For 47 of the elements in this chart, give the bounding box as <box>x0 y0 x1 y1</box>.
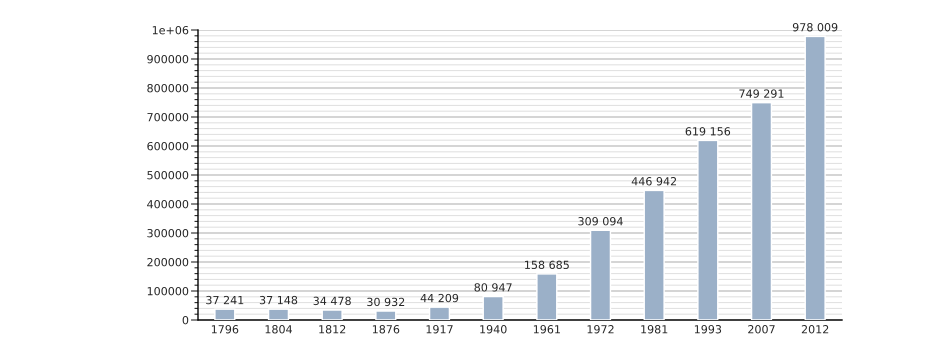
data-label: 80 947 <box>474 283 512 292</box>
y-tick-label: 400000 <box>147 200 188 208</box>
bar <box>644 190 665 320</box>
x-tick-label: 2007 <box>748 325 775 334</box>
x-tick-label: 1940 <box>480 325 507 334</box>
data-label: 158 685 <box>525 260 569 270</box>
x-tick-label: 1917 <box>426 325 453 334</box>
data-label: 749 291 <box>739 89 784 98</box>
x-tick-label: 1961 <box>534 325 560 334</box>
bar <box>697 140 718 320</box>
y-tick-label: 800000 <box>147 84 188 92</box>
data-label: 37 241 <box>206 296 244 304</box>
bar <box>804 36 826 320</box>
x-tick-label: 2012 <box>802 325 828 334</box>
data-label: 37 148 <box>260 296 298 304</box>
data-label: 30 932 <box>367 298 404 306</box>
data-label: 309 094 <box>578 217 623 226</box>
x-tick-label: 1972 <box>588 325 614 334</box>
y-tick-label: 500000 <box>147 170 188 180</box>
x-tick-label: 1804 <box>266 325 292 334</box>
data-label: 44 209 <box>420 294 458 302</box>
bar <box>750 102 772 320</box>
data-label: 34 478 <box>314 296 351 306</box>
data-label: 446 942 <box>632 177 676 186</box>
y-tick-label: 600000 <box>147 142 188 150</box>
bar <box>268 308 290 320</box>
y-tick-label: 300000 <box>147 228 188 238</box>
data-label: 978 009 <box>792 23 838 32</box>
x-tick-label: 1876 <box>372 325 400 334</box>
x-tick-label: 1993 <box>694 325 722 334</box>
y-tick-label: 0 <box>182 316 188 324</box>
x-tick-label: 1981 <box>641 325 668 334</box>
y-tick-label: 900000 <box>147 54 188 64</box>
bar <box>536 273 558 320</box>
bar <box>590 230 612 320</box>
bar <box>375 310 396 320</box>
x-tick-label: 1812 <box>319 325 346 334</box>
y-tick-label: 700000 <box>147 112 188 122</box>
bar <box>428 306 450 320</box>
y-tick-label: 1e+06 <box>152 26 188 34</box>
bar <box>214 308 236 320</box>
bar <box>482 296 504 320</box>
data-label: 619 156 <box>686 127 730 136</box>
y-tick-label: 200000 <box>147 258 188 266</box>
bar <box>322 309 343 320</box>
x-tick-label: 1796 <box>212 325 238 334</box>
y-tick-label: 100000 <box>148 286 188 296</box>
